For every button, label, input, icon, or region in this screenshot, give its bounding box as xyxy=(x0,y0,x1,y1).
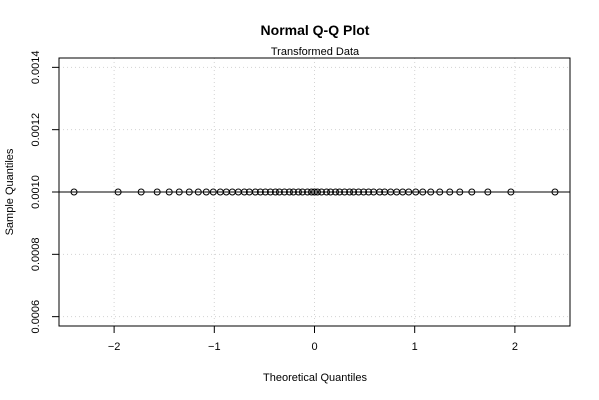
x-tick-label: −1 xyxy=(208,341,221,353)
data-point xyxy=(294,188,302,196)
data-point xyxy=(436,188,444,196)
data-point xyxy=(376,188,384,196)
data-point xyxy=(318,188,326,196)
data-point xyxy=(405,188,413,196)
chart-title: Normal Q-Q Plot xyxy=(261,22,370,38)
data-point xyxy=(153,188,161,196)
data-point xyxy=(137,188,145,196)
y-axis-label: Sample Quantiles xyxy=(4,148,16,235)
y-tick-label: 0.0014 xyxy=(30,51,42,85)
grid-lines xyxy=(59,58,570,326)
x-axis: −2 −1 0 1 2 xyxy=(108,326,518,353)
x-tick-label: −2 xyxy=(108,341,121,353)
data-point xyxy=(165,188,173,196)
data-point xyxy=(427,188,435,196)
data-point xyxy=(266,188,274,196)
data-point xyxy=(261,188,269,196)
data-point xyxy=(355,188,363,196)
x-tick-label: 1 xyxy=(412,341,418,353)
data-point xyxy=(360,188,368,196)
data-point xyxy=(412,188,420,196)
data-point xyxy=(323,188,331,196)
y-axis: 0.0006 0.0008 0.0010 0.0012 0.0014 xyxy=(30,51,59,334)
data-point xyxy=(446,188,454,196)
data-points xyxy=(70,188,559,196)
data-point xyxy=(251,188,259,196)
data-point xyxy=(298,188,306,196)
data-point xyxy=(350,188,358,196)
y-tick-label: 0.0008 xyxy=(30,237,42,271)
x-tick-label: 0 xyxy=(311,341,317,353)
data-point xyxy=(341,188,349,196)
data-point xyxy=(175,188,183,196)
data-point xyxy=(280,188,288,196)
data-point xyxy=(332,188,340,196)
data-point xyxy=(484,188,492,196)
data-point xyxy=(346,188,354,196)
data-point xyxy=(468,188,476,196)
y-tick-label: 0.0012 xyxy=(30,113,42,147)
x-tick-label: 2 xyxy=(512,341,518,353)
data-point xyxy=(185,188,193,196)
data-point xyxy=(419,188,427,196)
data-point xyxy=(285,188,293,196)
data-point xyxy=(70,188,78,196)
data-point xyxy=(303,188,311,196)
data-point xyxy=(202,188,210,196)
data-point xyxy=(336,188,344,196)
data-point xyxy=(507,188,515,196)
data-point xyxy=(256,188,264,196)
data-point xyxy=(456,188,464,196)
data-point xyxy=(271,188,279,196)
y-tick-label: 0.0006 xyxy=(30,300,42,334)
data-point xyxy=(551,188,559,196)
data-point xyxy=(194,188,202,196)
data-point xyxy=(365,188,373,196)
x-axis-label: Theoretical Quantiles xyxy=(263,372,367,384)
data-point xyxy=(311,188,318,196)
data-point xyxy=(209,188,217,196)
data-point xyxy=(314,188,322,196)
chart-subtitle: Transformed Data xyxy=(271,46,360,58)
data-point xyxy=(275,188,283,196)
data-point xyxy=(289,188,297,196)
data-point xyxy=(114,188,122,196)
y-tick-label: 0.0010 xyxy=(30,175,42,209)
data-point xyxy=(327,188,335,196)
data-point xyxy=(240,188,248,196)
